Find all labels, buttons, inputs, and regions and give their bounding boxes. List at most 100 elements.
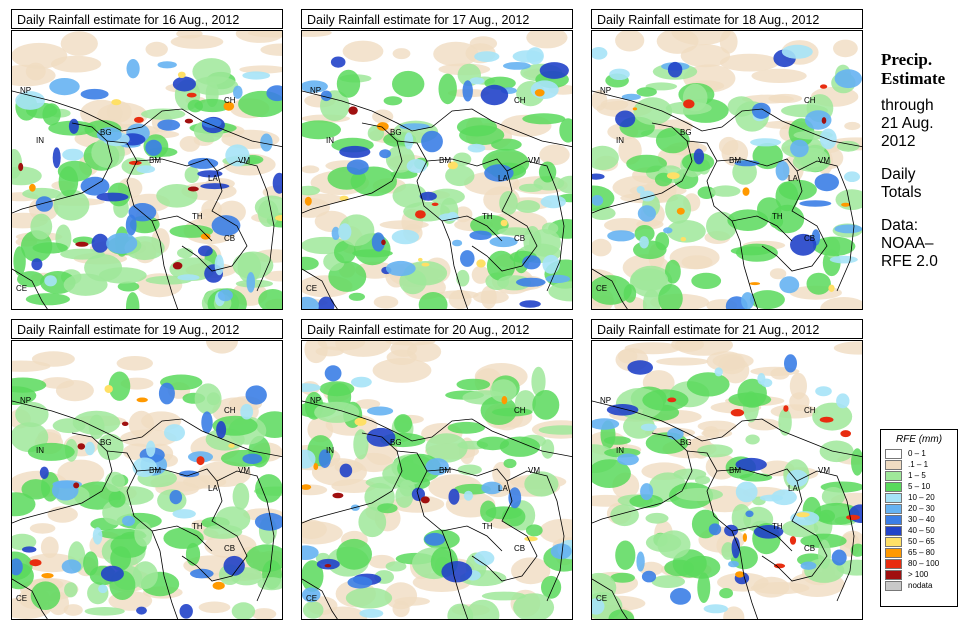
rain-blob: [73, 482, 80, 489]
rain-blob: [41, 377, 75, 389]
rain-blob: [490, 379, 517, 403]
rain-blob: [51, 480, 79, 501]
rain-blob: [592, 238, 612, 257]
rain-blob: [530, 80, 559, 99]
rain-blob: [784, 354, 797, 373]
rain-blob: [667, 61, 683, 78]
rain-blob: [532, 390, 560, 420]
rain-blob: [348, 292, 365, 301]
rain-blob: [77, 443, 86, 450]
legend-item: 0 – 1: [885, 448, 953, 459]
rain-blob: [354, 417, 367, 426]
rain-blob: [592, 173, 605, 180]
legend-swatch: [885, 481, 902, 492]
rain-blob: [491, 138, 522, 151]
rain-blob: [636, 87, 657, 97]
legend-label: 5 – 10: [908, 482, 931, 491]
rainfall-panel-16-aug: Daily Rainfall estimate for 16 Aug., 201…: [11, 9, 283, 310]
rain-blob: [122, 515, 135, 527]
legend-label: nodata: [908, 581, 933, 590]
rain-blob: [320, 90, 332, 102]
legend-item: nodata: [885, 580, 953, 591]
country-label: IN: [326, 136, 334, 145]
rain-blob: [697, 444, 733, 458]
rain-blob: [31, 258, 43, 271]
rain-blob: [366, 427, 396, 447]
rain-blob: [318, 296, 335, 309]
rain-blob: [231, 602, 256, 619]
rain-blob: [655, 232, 670, 251]
rain-blob: [719, 53, 780, 72]
rainfall-panel-21-aug: Daily Rainfall estimate for 21 Aug., 201…: [591, 319, 863, 620]
rain-blob: [735, 571, 745, 578]
rain-blob: [503, 62, 531, 70]
country-border: [302, 578, 338, 619]
rain-blob: [254, 512, 282, 531]
rain-blob: [216, 421, 227, 439]
rain-blob: [96, 192, 129, 202]
rain-blob: [522, 113, 566, 125]
rain-blob: [217, 289, 233, 302]
rain-blob: [778, 179, 817, 201]
rain-blob: [727, 209, 769, 231]
rain-blob: [821, 487, 845, 506]
rain-blob: [617, 453, 639, 466]
rain-blob: [177, 247, 194, 259]
rain-blob: [538, 425, 572, 435]
rain-blob: [383, 96, 403, 106]
panel-title: Daily Rainfall estimate for 19 Aug., 201…: [11, 319, 283, 339]
side-description: Precip. Estimate through 21 Aug. 2012 Da…: [881, 50, 967, 271]
rain-blob: [29, 523, 56, 534]
rain-blob: [615, 540, 636, 570]
rain-blob: [541, 575, 562, 599]
country-label: BG: [390, 438, 402, 447]
rain-blob: [197, 170, 223, 178]
rain-blob: [610, 504, 639, 527]
rain-blob: [453, 152, 472, 167]
country-label: CB: [514, 234, 525, 243]
rain-blob: [233, 85, 243, 99]
country-border: [216, 470, 275, 602]
rain-blob: [735, 243, 778, 262]
rain-blob: [355, 399, 381, 409]
rain-blob: [630, 268, 669, 291]
rain-blob: [476, 259, 486, 268]
country-border: [396, 450, 469, 619]
rain-blob: [29, 559, 42, 567]
country-border: [12, 268, 48, 309]
rainfall-map: NP CH IN BG BM VM LA TH CB CE: [301, 340, 573, 620]
rain-blob: [246, 272, 256, 293]
rain-blob: [526, 31, 568, 49]
rain-blob: [330, 56, 346, 68]
rain-blob: [206, 341, 238, 354]
rain-blob: [456, 378, 491, 391]
rain-blob: [324, 564, 332, 568]
rain-blob: [714, 367, 723, 377]
rain-blob: [686, 372, 730, 397]
country-border: [136, 158, 248, 272]
rain-blob: [819, 416, 834, 423]
rain-blob: [242, 453, 263, 464]
legend-label: 80 – 100: [908, 559, 940, 568]
rain-blob: [462, 80, 473, 102]
country-label: VM: [818, 156, 830, 165]
rain-blob: [255, 474, 282, 503]
rain-blob: [136, 606, 147, 615]
rain-blob: [61, 559, 82, 574]
rain-blob: [68, 118, 79, 134]
rain-blob: [769, 268, 787, 280]
country-border: [302, 432, 403, 524]
rain-blob: [212, 581, 225, 590]
rain-blob: [84, 254, 123, 282]
rain-blob: [790, 139, 809, 158]
rain-blob: [691, 272, 722, 289]
side-end-date: 21 Aug.: [881, 115, 934, 132]
country-label: IN: [616, 446, 624, 455]
rain-blob: [735, 481, 758, 503]
rain-blob: [846, 514, 860, 520]
rain-blob: [751, 68, 807, 83]
country-label: TH: [772, 212, 783, 221]
rain-blob: [108, 490, 126, 508]
rain-blob: [592, 89, 608, 111]
rain-blob: [818, 539, 831, 569]
